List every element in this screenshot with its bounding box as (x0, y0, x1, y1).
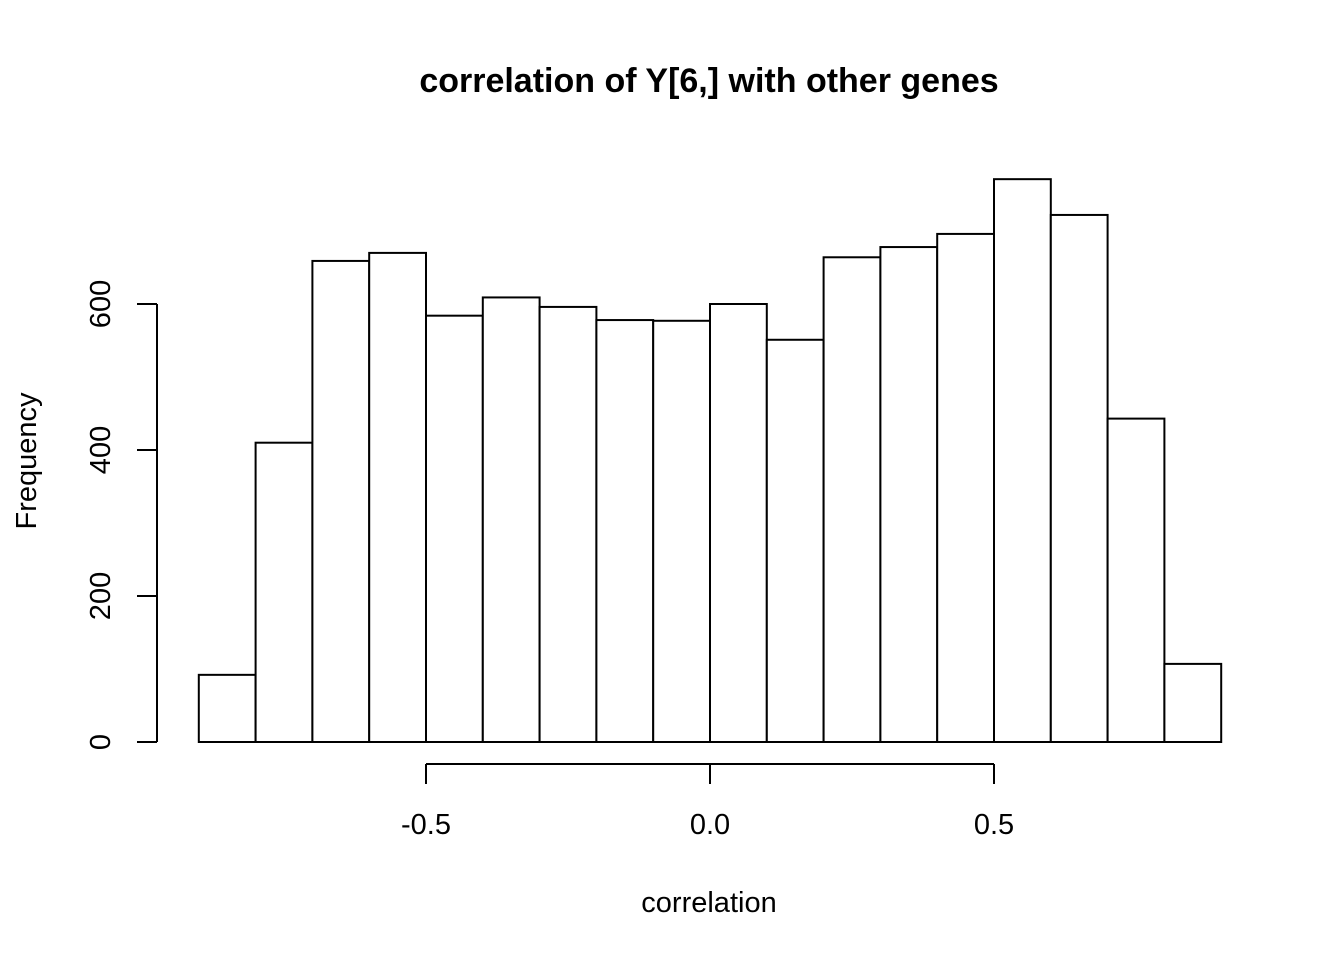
x-tick-label: -0.5 (401, 809, 451, 841)
chart-title: correlation of Y[6,] with other genes (419, 62, 998, 100)
y-tick-label: 200 (85, 572, 117, 620)
x-axis-label: correlation (641, 887, 776, 919)
histogram-bars (197, 178, 1223, 744)
histogram-bar (595, 319, 655, 743)
histogram-bar (709, 303, 768, 743)
histogram-bar (936, 232, 996, 743)
histogram-bar (822, 256, 882, 743)
histogram-bar (481, 296, 541, 743)
y-tick-label: 600 (85, 280, 117, 328)
histogram-bar (1106, 417, 1166, 743)
histogram-bar (311, 259, 371, 743)
histogram-bar (765, 338, 825, 743)
histogram-bar (993, 178, 1052, 744)
histogram-bar (879, 246, 939, 743)
y-axis-label: Frequency (11, 392, 43, 530)
histogram-bar (254, 441, 314, 743)
y-tick-label: 400 (85, 426, 117, 474)
histogram-bar (368, 251, 428, 743)
histogram-bar (197, 673, 257, 744)
y-tick-label: 0 (85, 734, 117, 750)
histogram-bar (652, 319, 712, 743)
y-axis: 0 200 400 600 (85, 280, 158, 750)
x-tick-label: 0.0 (690, 809, 730, 841)
x-axis: -0.5 0.0 0.5 (401, 763, 1014, 841)
histogram-bar (538, 305, 598, 743)
histogram-bar (1163, 662, 1223, 744)
histogram-bar (1049, 213, 1109, 743)
x-tick-label: 0.5 (974, 809, 1014, 841)
histogram-bar (425, 314, 484, 743)
